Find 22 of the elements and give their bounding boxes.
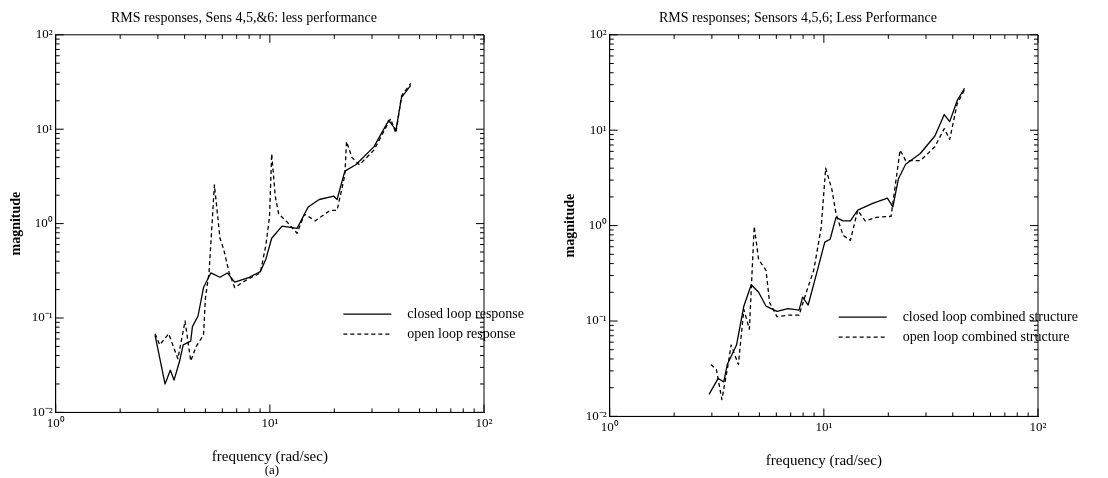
chart-title: RMS responses; Sensors 4,5,6; Less Performance [658,10,938,26]
y-tick-label: 10⁰ [34,215,53,231]
x-tick-label: 10¹ [261,414,279,430]
x-tick-label: 10² [475,414,493,430]
chart-title: RMS responses, Sens 4,5,&6: less performance [111,10,377,26]
x-axis-title: frequency (rad/sec) [765,451,882,469]
y-tick-label: 10² [35,26,53,42]
x-tick-label: 10² [1029,418,1047,434]
y-tick-label: 10¹ [35,120,53,136]
x-axis-title: frequency (rad/sec) [211,447,328,465]
y-tick-label: 10¹ [589,121,607,137]
y-axis-title: magnitude [8,191,24,256]
y-tick-label: 10⁻¹ [585,312,607,328]
legend-label: closed loop combined structure [902,308,1078,324]
legend-label: open loop combined structure [902,328,1070,344]
y-axis-title: magnitude [562,193,578,258]
legend-label: closed loop response [407,305,525,321]
y-tick-label: 10² [589,26,607,42]
y-tick-label: 10⁻¹ [31,309,53,325]
legend-label: open loop response [407,325,516,341]
y-tick-label: 10⁰ [588,217,607,233]
x-tick-label: 10¹ [815,418,833,434]
